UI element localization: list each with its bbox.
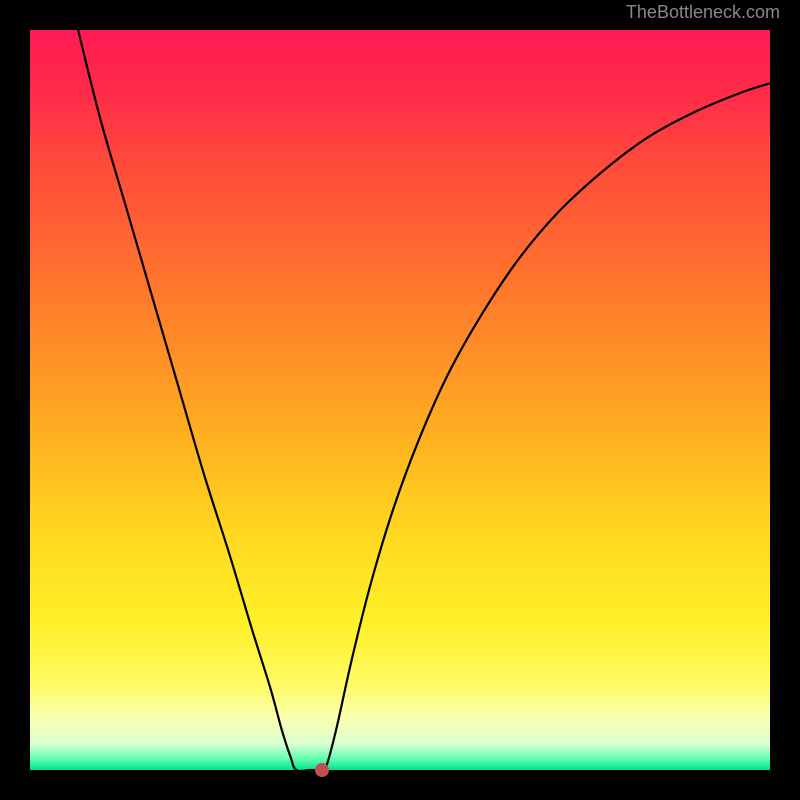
optimal-point-marker <box>315 763 329 777</box>
plot-area <box>30 30 770 770</box>
attribution-text: TheBottleneck.com <box>626 2 780 23</box>
gradient-background <box>30 30 770 770</box>
